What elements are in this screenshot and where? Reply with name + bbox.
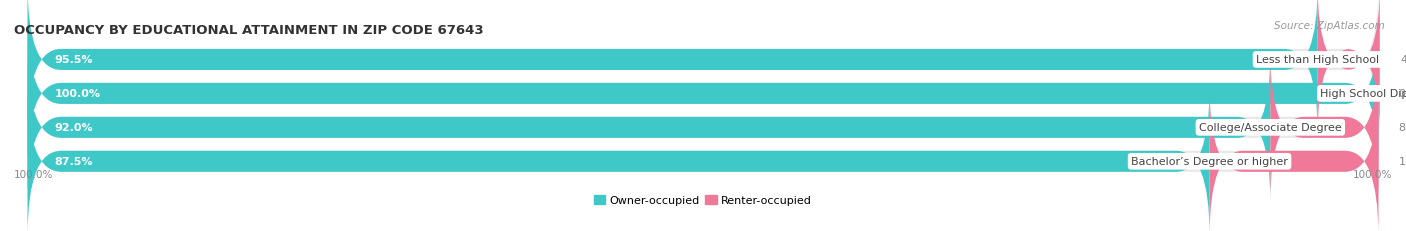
FancyBboxPatch shape [1271,54,1378,202]
Text: 100.0%: 100.0% [14,169,53,179]
Text: Bachelor’s Degree or higher: Bachelor’s Degree or higher [1132,157,1288,167]
Text: 8.0%: 8.0% [1399,123,1406,133]
FancyBboxPatch shape [28,54,1378,202]
Text: 12.5%: 12.5% [1399,157,1406,167]
Text: 87.5%: 87.5% [55,157,93,167]
FancyBboxPatch shape [28,0,1378,134]
FancyBboxPatch shape [28,88,1209,231]
FancyBboxPatch shape [1317,0,1379,134]
Text: 100.0%: 100.0% [55,89,101,99]
Text: 92.0%: 92.0% [55,123,93,133]
Text: College/Associate Degree: College/Associate Degree [1199,123,1341,133]
FancyBboxPatch shape [28,88,1378,231]
Text: OCCUPANCY BY EDUCATIONAL ATTAINMENT IN ZIP CODE 67643: OCCUPANCY BY EDUCATIONAL ATTAINMENT IN Z… [14,24,484,36]
FancyBboxPatch shape [28,20,1378,168]
Text: Less than High School: Less than High School [1256,55,1379,65]
Legend: Owner-occupied, Renter-occupied: Owner-occupied, Renter-occupied [595,195,811,205]
Text: Source: ZipAtlas.com: Source: ZipAtlas.com [1274,21,1385,31]
Text: High School Diploma: High School Diploma [1320,89,1406,99]
FancyBboxPatch shape [28,0,1317,134]
FancyBboxPatch shape [28,20,1378,168]
Text: 95.5%: 95.5% [55,55,93,65]
Text: 4.6%: 4.6% [1400,55,1406,65]
FancyBboxPatch shape [1209,88,1378,231]
Text: 100.0%: 100.0% [1353,169,1392,179]
Text: 0.0%: 0.0% [1399,89,1406,99]
FancyBboxPatch shape [28,54,1271,202]
